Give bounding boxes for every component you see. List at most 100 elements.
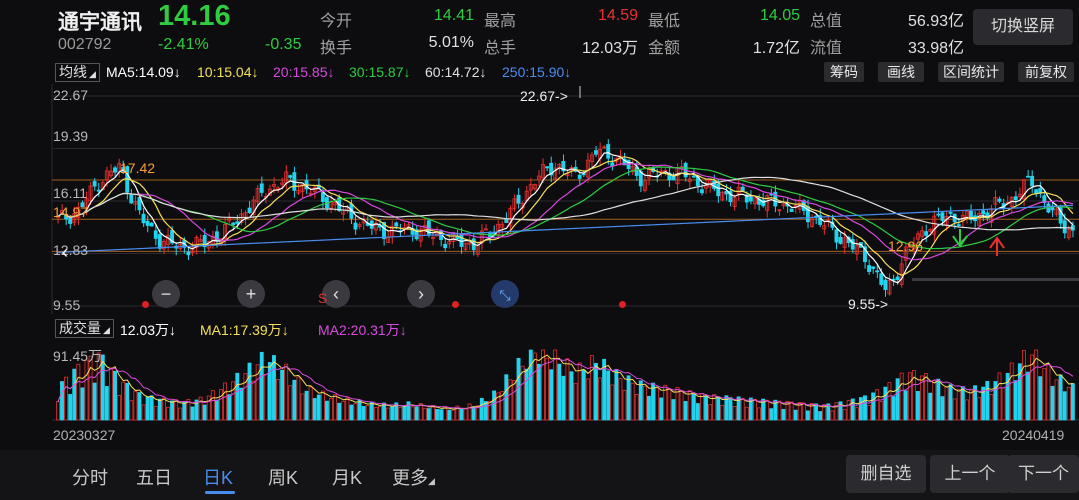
stat-value-total-value: 56.93亿	[907, 13, 964, 30]
stat-value-high: 14.59	[597, 7, 638, 24]
candle-body	[231, 222, 236, 226]
candle-body	[765, 195, 770, 211]
candle-body	[202, 234, 207, 248]
stat-value-float-value: 33.98亿	[907, 40, 964, 57]
scroll-right-button[interactable]: ›	[407, 280, 435, 308]
price-axis-top: 22.67	[53, 87, 89, 103]
volume-bar	[410, 406, 415, 421]
volume-bar	[545, 357, 549, 421]
volume-bar	[801, 402, 806, 421]
tab-more[interactable]: 更多◢	[392, 468, 435, 488]
stat-label-total-value: 总值	[810, 13, 843, 30]
volume-bar	[1017, 363, 1022, 421]
volume-bar	[361, 406, 366, 421]
scroll-left-button[interactable]: ‹	[322, 280, 350, 308]
volume-bar	[435, 409, 439, 421]
candle-body	[594, 150, 598, 155]
volume-bar	[129, 400, 134, 421]
collapse-button[interactable]: ⤡	[491, 280, 519, 308]
volume-bar	[280, 369, 285, 421]
candle-body	[724, 190, 729, 195]
candle-body	[875, 270, 880, 273]
volume-bar	[867, 404, 871, 421]
previous-stock-button[interactable]: 上一个	[930, 455, 1010, 493]
draw-line-button[interactable]: 画线	[878, 62, 924, 82]
volume-bar	[871, 392, 876, 421]
volume-bar	[308, 386, 313, 421]
volume-bar	[1026, 371, 1030, 421]
volume-bar	[724, 395, 729, 421]
volume-bar	[92, 382, 97, 421]
candle-body	[732, 197, 737, 207]
candle-body	[863, 246, 867, 263]
candle-body	[235, 221, 240, 224]
volume-chart[interactable]: 91.45万	[0, 340, 1079, 422]
candle-body	[879, 273, 884, 285]
candle-body	[1066, 228, 1071, 238]
tab-five-day[interactable]: 五日	[136, 468, 172, 488]
tab-intraday[interactable]: 分时	[72, 468, 108, 488]
price-axis-3: 16.11	[53, 185, 87, 201]
kline-svg	[51, 84, 1079, 314]
volume-bar	[1042, 368, 1047, 421]
candle-body	[532, 183, 537, 190]
ma-selector[interactable]: 均线 ◢	[55, 63, 100, 82]
volume-bar	[769, 408, 774, 421]
next-stock-button[interactable]: 下一个	[1008, 455, 1079, 493]
volume-bar	[251, 380, 256, 421]
ma5-value: MA5:14.09↓	[106, 64, 181, 80]
volume-bar	[606, 370, 611, 421]
expand-left-icon[interactable]: ‹	[62, 242, 68, 262]
volume-bar	[284, 363, 289, 421]
candle-body	[508, 207, 513, 227]
volume-selector[interactable]: 成交量 ◢	[55, 319, 114, 338]
candle-body	[500, 223, 505, 228]
candle-body	[589, 154, 594, 162]
volume-bar	[178, 407, 183, 421]
candle-body	[924, 231, 929, 236]
volume-bar	[117, 394, 122, 421]
remove-watchlist-button[interactable]: 删自选	[846, 455, 926, 493]
zoom-out-button[interactable]: −	[152, 280, 180, 308]
ma10-line	[57, 156, 1074, 276]
volume-bar	[198, 396, 203, 421]
candle-body	[716, 183, 721, 197]
ma30-value: 30:15.87↓	[349, 64, 411, 80]
forward-adjust-button[interactable]: 前复权	[1018, 62, 1074, 82]
candle-body	[720, 191, 725, 201]
candle-body	[834, 229, 839, 243]
chips-button[interactable]: 筹码	[824, 62, 864, 82]
price-axis-bottom: 9.55	[53, 297, 81, 313]
tab-weekly-k[interactable]: 周K	[268, 468, 299, 488]
volume-bar	[736, 396, 741, 421]
volume-bar	[219, 389, 223, 421]
volume-bar	[422, 407, 427, 421]
volume-bar	[357, 399, 362, 421]
tab-daily-k[interactable]: 日K	[203, 468, 234, 488]
candle-body	[940, 212, 945, 221]
volume-bar	[777, 400, 782, 421]
candle-body	[161, 240, 166, 250]
candle-body	[895, 276, 900, 280]
candle-body	[1042, 195, 1047, 203]
candle-body	[382, 221, 386, 240]
volume-bar	[463, 408, 468, 421]
volume-bar	[924, 373, 929, 421]
zoom-in-button[interactable]: +	[237, 280, 265, 308]
volume-bar	[88, 355, 93, 421]
range-stats-button[interactable]: 区间统计	[938, 62, 1004, 82]
tab-monthly-k[interactable]: 月K	[332, 468, 363, 488]
kline-chart[interactable]: 22.67 19.39 16.11 12.83 9.55 22.67-> 9.5…	[0, 84, 1079, 314]
volume-axis-max: 91.45万	[53, 348, 103, 364]
volume-bar	[969, 390, 973, 421]
volume-bar	[325, 400, 329, 421]
volume-bar	[940, 396, 945, 421]
volume-bar	[785, 400, 790, 421]
volume-bar	[369, 401, 374, 421]
candle-body	[394, 222, 399, 227]
candle-body	[88, 185, 93, 202]
switch-portrait-button[interactable]: 切换竖屏	[973, 9, 1073, 45]
volume-bar	[834, 402, 839, 421]
volume-bar	[557, 363, 562, 421]
volume-bar	[846, 400, 851, 421]
